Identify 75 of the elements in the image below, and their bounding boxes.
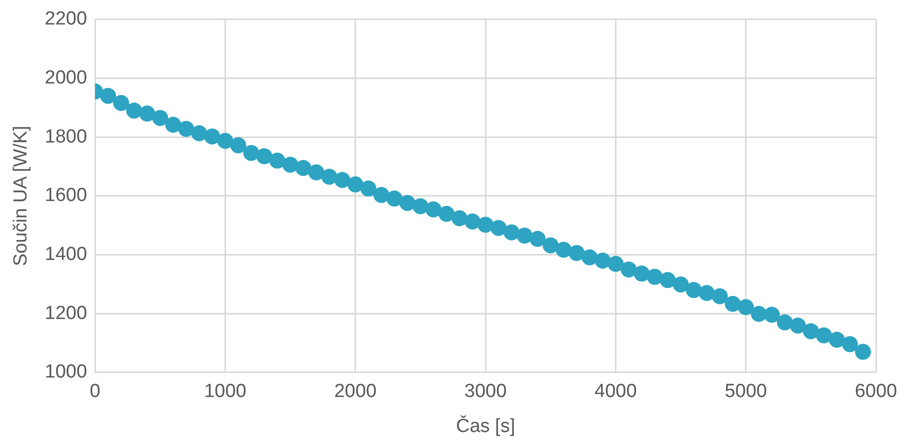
point <box>334 172 350 188</box>
point <box>295 160 312 176</box>
y-tick-label: 1400 <box>44 244 88 265</box>
y-tick-label: 2000 <box>44 67 88 88</box>
point <box>516 228 533 244</box>
point <box>308 164 324 180</box>
y-tick-label: 1800 <box>44 126 88 148</box>
point <box>452 210 468 226</box>
point <box>347 176 364 192</box>
point <box>582 249 598 266</box>
point <box>243 144 260 161</box>
x-tick-label: 2000 <box>334 381 377 402</box>
point <box>764 306 780 323</box>
point <box>556 242 572 258</box>
point <box>321 168 338 185</box>
point <box>776 314 793 330</box>
point <box>816 327 832 344</box>
point <box>686 282 702 298</box>
point <box>842 336 858 352</box>
point <box>698 284 715 301</box>
point <box>490 220 507 236</box>
point <box>282 156 298 173</box>
point <box>152 110 168 126</box>
x-tick-label: 0 <box>90 381 100 402</box>
point <box>113 94 130 111</box>
point <box>178 120 194 137</box>
x-axis-title: Čas [s] <box>456 414 516 437</box>
y-tick-label: 2200 <box>44 8 88 30</box>
point <box>802 323 819 340</box>
point <box>854 344 871 360</box>
point <box>530 230 546 247</box>
point <box>100 88 116 104</box>
point <box>660 272 676 288</box>
point <box>269 152 286 169</box>
point <box>620 261 637 278</box>
point <box>672 276 689 292</box>
point <box>139 106 156 122</box>
point <box>542 237 559 254</box>
x-tick-label: 4000 <box>594 381 637 402</box>
point <box>750 306 767 322</box>
y-axis-title: Součin UA [W/K] <box>10 126 32 266</box>
point <box>634 266 650 282</box>
point <box>608 256 624 272</box>
point <box>790 318 806 334</box>
point <box>464 213 481 230</box>
point <box>738 299 754 316</box>
point <box>568 244 585 261</box>
point <box>438 206 454 222</box>
point <box>360 180 376 197</box>
point <box>412 198 428 214</box>
point <box>724 296 741 312</box>
x-tick-label: 6000 <box>854 381 898 402</box>
y-tick-label: 1200 <box>44 302 88 324</box>
point <box>217 132 234 149</box>
y-tick-label: 1000 <box>44 362 88 383</box>
x-tick-label: 1000 <box>204 381 246 402</box>
point <box>478 216 494 233</box>
point <box>399 194 416 211</box>
point <box>504 224 520 240</box>
point <box>386 190 402 207</box>
point <box>828 332 845 348</box>
point <box>126 102 142 119</box>
point <box>256 148 272 164</box>
point <box>646 268 663 285</box>
x-tick-label: 5000 <box>724 381 767 402</box>
point <box>594 252 611 269</box>
point <box>191 125 208 142</box>
y-tick-label: 1600 <box>44 185 88 206</box>
point <box>373 187 390 204</box>
point <box>712 288 728 304</box>
point <box>204 128 220 144</box>
point <box>165 116 182 133</box>
point <box>425 201 442 218</box>
x-tick-label: 3000 <box>464 381 507 402</box>
point <box>230 137 246 154</box>
